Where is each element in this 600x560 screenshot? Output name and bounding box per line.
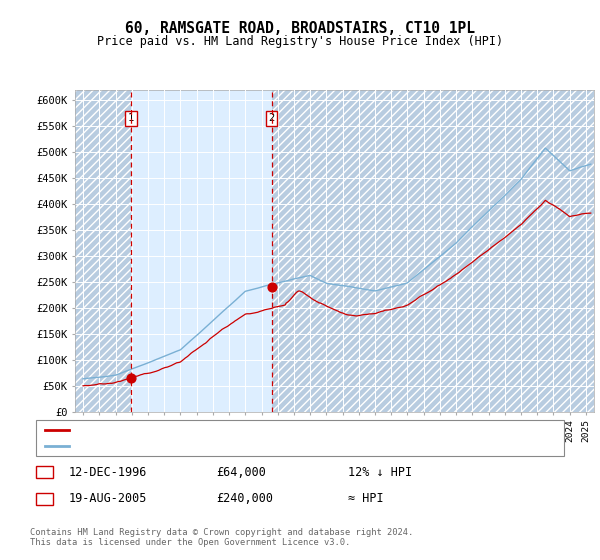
Bar [75,90,131,412]
Text: £64,000: £64,000 [216,465,266,479]
Text: 19-AUG-2005: 19-AUG-2005 [69,492,148,506]
Text: 2: 2 [269,113,275,123]
Text: HPI: Average price, detached house, Thanet: HPI: Average price, detached house, Than… [75,441,337,451]
Text: 2: 2 [41,494,48,504]
Text: Contains HM Land Registry data © Crown copyright and database right 2024.
This d: Contains HM Land Registry data © Crown c… [30,528,413,547]
Text: 12-DEC-1996: 12-DEC-1996 [69,465,148,479]
Text: 1: 1 [41,467,48,477]
Text: Price paid vs. HM Land Registry's House Price Index (HPI): Price paid vs. HM Land Registry's House … [97,35,503,48]
Text: ≈ HPI: ≈ HPI [348,492,383,506]
Text: 60, RAMSGATE ROAD, BROADSTAIRS, CT10 1PL (detached house): 60, RAMSGATE ROAD, BROADSTAIRS, CT10 1PL… [75,425,431,435]
Point [126,374,136,383]
Text: 60, RAMSGATE ROAD, BROADSTAIRS, CT10 1PL: 60, RAMSGATE ROAD, BROADSTAIRS, CT10 1PL [125,21,475,36]
Point [267,282,277,291]
Text: 1: 1 [128,113,134,123]
Text: £240,000: £240,000 [216,492,273,506]
Text: 12% ↓ HPI: 12% ↓ HPI [348,465,412,479]
Bar [272,90,594,412]
